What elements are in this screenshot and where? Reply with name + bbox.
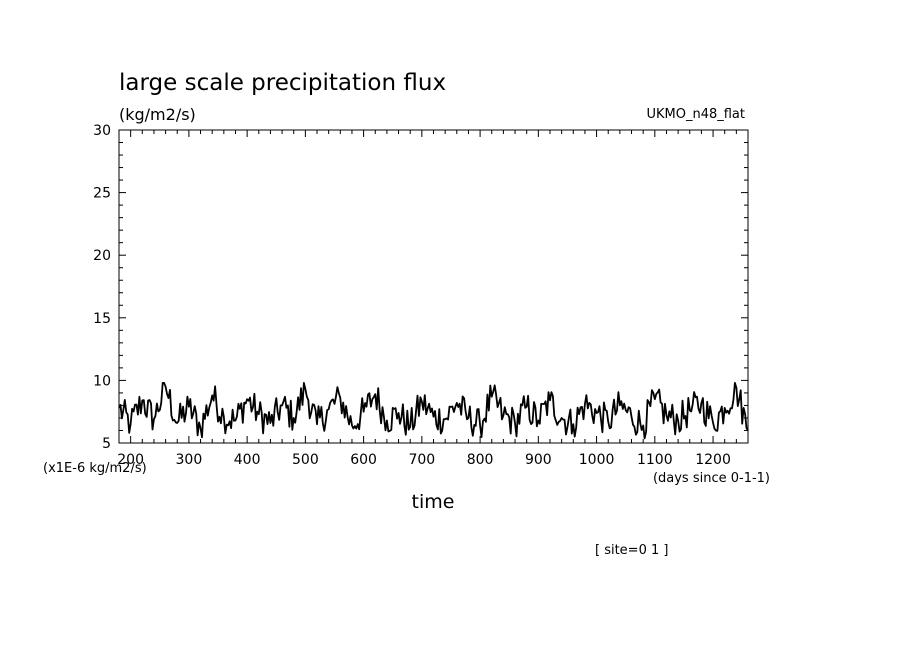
y-tick-labels: 5 10 15 20 25 30 [93,123,111,452]
footer-label: [ site=0 1 ] [595,543,668,558]
units-label: (kg/m2/s) [119,105,196,124]
x-tick-label: 600 [350,452,377,468]
y-tick-label: 25 [93,186,111,202]
x-tick-label: 400 [234,452,261,468]
axis-ticks [119,129,749,444]
x-tick-label: 300 [176,452,203,468]
x-axis-title: time [412,491,455,513]
y-tick-label: 30 [93,123,111,139]
x-tick-label: 1100 [637,452,673,468]
dataset-label: UKMO_n48_flat [646,107,745,122]
series-line [118,382,749,440]
x-tick-label: 800 [467,452,494,468]
chart-title: large scale precipitation flux [119,70,446,96]
x-tick-label: 1200 [695,452,731,468]
y-tick-label: 5 [102,436,111,452]
y-tick-label: 10 [93,373,111,389]
x-tick-label: 900 [525,452,552,468]
x-units-label: (days since 0-1-1) [653,471,770,486]
y-tick-label: 20 [93,248,111,264]
x-tick-label: 500 [292,452,319,468]
y-units-label: (x1E-6 kg/m2/s) [43,461,147,476]
x-tick-label: 1000 [579,452,615,468]
x-tick-labels: 200 300 400 500 600 700 800 900 1000 1100 1200 [117,452,731,468]
y-tick-label: 15 [93,311,111,327]
x-tick-label: 200 [117,452,144,468]
x-tick-label: 700 [408,452,435,468]
